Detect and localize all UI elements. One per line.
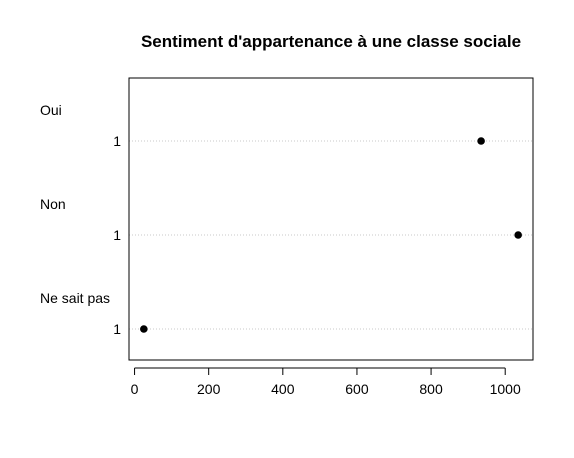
x-tick-label: 400	[271, 381, 295, 397]
data-point	[477, 137, 485, 145]
group-label: Ne sait pas	[40, 290, 110, 306]
data-point	[140, 325, 148, 333]
x-tick-label: 600	[345, 381, 369, 397]
x-tick-label: 800	[419, 381, 443, 397]
group-label: Non	[40, 196, 66, 212]
data-point	[514, 231, 522, 239]
x-tick-label: 200	[197, 381, 221, 397]
row-label: 1	[113, 321, 121, 337]
x-tick-label: 1000	[490, 381, 521, 397]
row-label: 1	[113, 227, 121, 243]
row-label: 1	[113, 133, 121, 149]
plot-frame	[128, 77, 534, 361]
x-tick-label: 0	[131, 381, 139, 397]
group-label: Oui	[40, 102, 62, 118]
chart-title: Sentiment d'appartenance à une classe so…	[141, 32, 521, 51]
